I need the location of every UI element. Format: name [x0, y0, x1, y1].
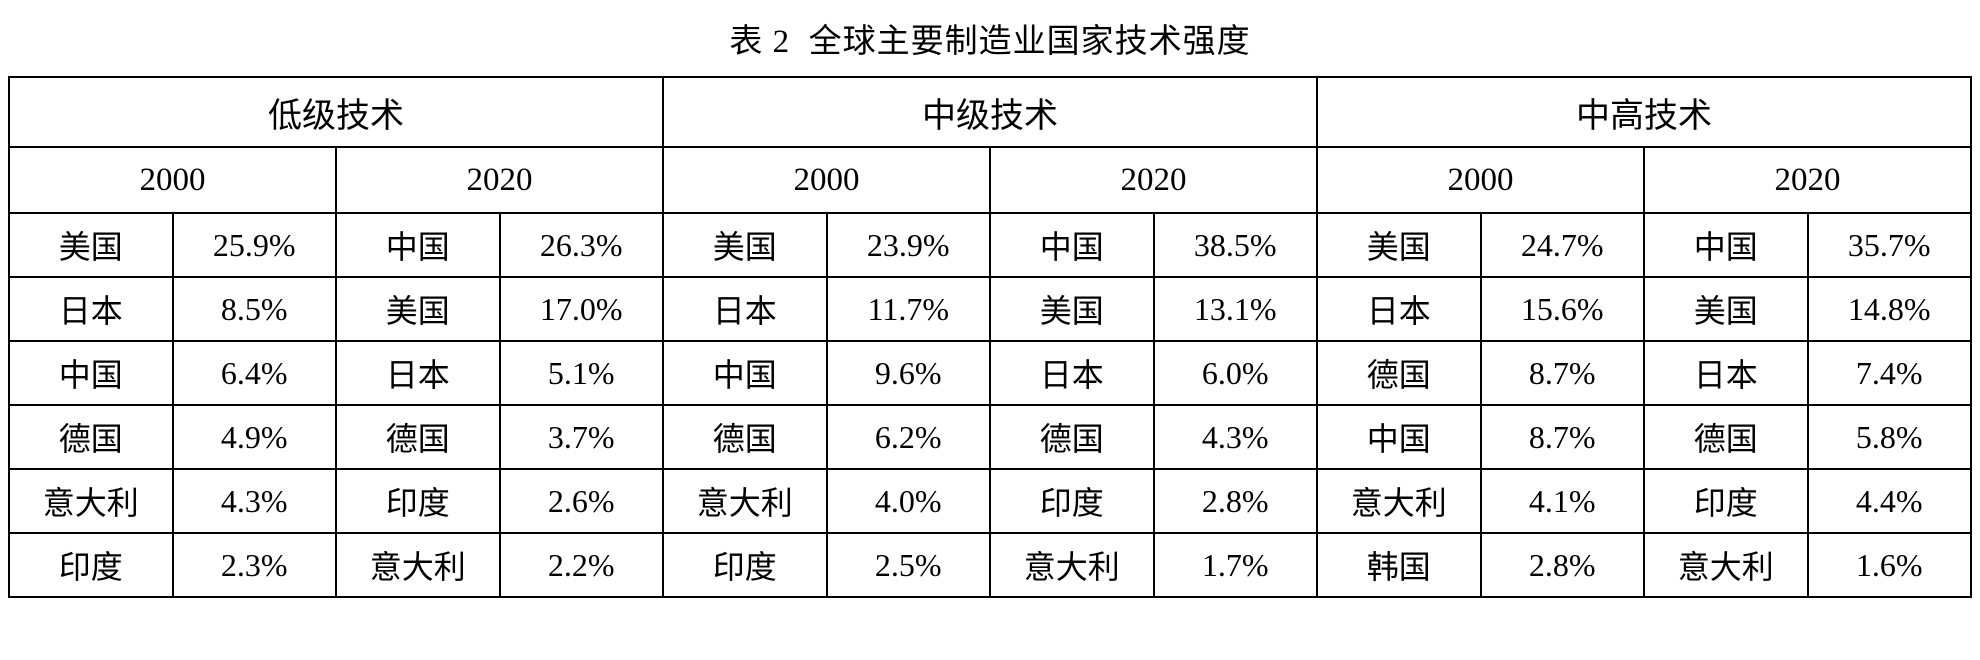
country-cell: 美国: [989, 276, 1155, 342]
country-cell: 印度: [8, 532, 174, 598]
value-cell: 4.0%: [825, 468, 991, 534]
value-cell: 25.9%: [171, 212, 337, 278]
value-cell: 15.6%: [1479, 276, 1645, 342]
country-cell: 日本: [1316, 276, 1482, 342]
country-cell: 美国: [1316, 212, 1482, 278]
year-header: 2000: [1316, 146, 1645, 214]
year-header: 2020: [1643, 146, 1972, 214]
value-cell: 1.6%: [1806, 532, 1972, 598]
country-cell: 中国: [1316, 404, 1482, 470]
table-row: 印度 2.3% 意大利 2.2% 印度 2.5% 意大利 1.7% 韩国 2.8…: [8, 532, 1972, 598]
value-cell: 11.7%: [825, 276, 991, 342]
country-cell: 美国: [1643, 276, 1809, 342]
year-header: 2020: [335, 146, 664, 214]
value-cell: 23.9%: [825, 212, 991, 278]
value-cell: 4.1%: [1479, 468, 1645, 534]
value-cell: 2.2%: [498, 532, 664, 598]
value-cell: 38.5%: [1152, 212, 1318, 278]
technology-intensity-table: 低级技术 中级技术 中高技术 2000 2020 2000 2020 2000 …: [8, 76, 1972, 598]
group-header-row: 低级技术 中级技术 中高技术: [8, 76, 1972, 148]
value-cell: 4.4%: [1806, 468, 1972, 534]
country-cell: 印度: [335, 468, 501, 534]
country-cell: 德国: [989, 404, 1155, 470]
country-cell: 意大利: [335, 532, 501, 598]
value-cell: 13.1%: [1152, 276, 1318, 342]
value-cell: 3.7%: [498, 404, 664, 470]
country-cell: 意大利: [989, 532, 1155, 598]
country-cell: 美国: [8, 212, 174, 278]
value-cell: 7.4%: [1806, 340, 1972, 406]
value-cell: 2.8%: [1152, 468, 1318, 534]
country-cell: 美国: [335, 276, 501, 342]
value-cell: 2.3%: [171, 532, 337, 598]
year-header: 2000: [662, 146, 991, 214]
country-cell: 德国: [1643, 404, 1809, 470]
value-cell: 2.6%: [498, 468, 664, 534]
value-cell: 4.3%: [171, 468, 337, 534]
value-cell: 1.7%: [1152, 532, 1318, 598]
value-cell: 14.8%: [1806, 276, 1972, 342]
value-cell: 24.7%: [1479, 212, 1645, 278]
year-header: 2000: [8, 146, 337, 214]
country-cell: 韩国: [1316, 532, 1482, 598]
country-cell: 印度: [1643, 468, 1809, 534]
country-cell: 德国: [1316, 340, 1482, 406]
country-cell: 德国: [662, 404, 828, 470]
table-row: 意大利 4.3% 印度 2.6% 意大利 4.0% 印度 2.8% 意大利 4.…: [8, 468, 1972, 534]
value-cell: 8.7%: [1479, 404, 1645, 470]
value-cell: 6.4%: [171, 340, 337, 406]
country-cell: 印度: [989, 468, 1155, 534]
country-cell: 日本: [335, 340, 501, 406]
value-cell: 9.6%: [825, 340, 991, 406]
value-cell: 17.0%: [498, 276, 664, 342]
table-row: 美国 25.9% 中国 26.3% 美国 23.9% 中国 38.5% 美国 2…: [8, 212, 1972, 278]
value-cell: 6.0%: [1152, 340, 1318, 406]
country-cell: 意大利: [8, 468, 174, 534]
value-cell: 26.3%: [498, 212, 664, 278]
value-cell: 6.2%: [825, 404, 991, 470]
year-header: 2020: [989, 146, 1318, 214]
group-header-mid-high-tech: 中高技术: [1316, 76, 1972, 148]
table-row: 中国 6.4% 日本 5.1% 中国 9.6% 日本 6.0% 德国 8.7% …: [8, 340, 1972, 406]
country-cell: 中国: [335, 212, 501, 278]
country-cell: 美国: [662, 212, 828, 278]
country-cell: 中国: [8, 340, 174, 406]
value-cell: 8.5%: [171, 276, 337, 342]
value-cell: 35.7%: [1806, 212, 1972, 278]
value-cell: 4.3%: [1152, 404, 1318, 470]
country-cell: 德国: [335, 404, 501, 470]
table-title: 表 2 全球主要制造业国家技术强度: [729, 24, 1251, 60]
year-header-row: 2000 2020 2000 2020 2000 2020: [8, 146, 1972, 214]
value-cell: 5.8%: [1806, 404, 1972, 470]
table-row: 日本 8.5% 美国 17.0% 日本 11.7% 美国 13.1% 日本 15…: [8, 276, 1972, 342]
country-cell: 中国: [1643, 212, 1809, 278]
country-cell: 意大利: [662, 468, 828, 534]
country-cell: 意大利: [1643, 532, 1809, 598]
value-cell: 2.8%: [1479, 532, 1645, 598]
country-cell: 中国: [662, 340, 828, 406]
value-cell: 5.1%: [498, 340, 664, 406]
country-cell: 中国: [989, 212, 1155, 278]
value-cell: 8.7%: [1479, 340, 1645, 406]
value-cell: 4.9%: [171, 404, 337, 470]
country-cell: 日本: [8, 276, 174, 342]
group-header-mid-tech: 中级技术: [662, 76, 1318, 148]
country-cell: 日本: [1643, 340, 1809, 406]
table-row: 德国 4.9% 德国 3.7% 德国 6.2% 德国 4.3% 中国 8.7% …: [8, 404, 1972, 470]
country-cell: 印度: [662, 532, 828, 598]
country-cell: 日本: [989, 340, 1155, 406]
country-cell: 德国: [8, 404, 174, 470]
value-cell: 2.5%: [825, 532, 991, 598]
country-cell: 意大利: [1316, 468, 1482, 534]
group-header-low-tech: 低级技术: [8, 76, 664, 148]
country-cell: 日本: [662, 276, 828, 342]
